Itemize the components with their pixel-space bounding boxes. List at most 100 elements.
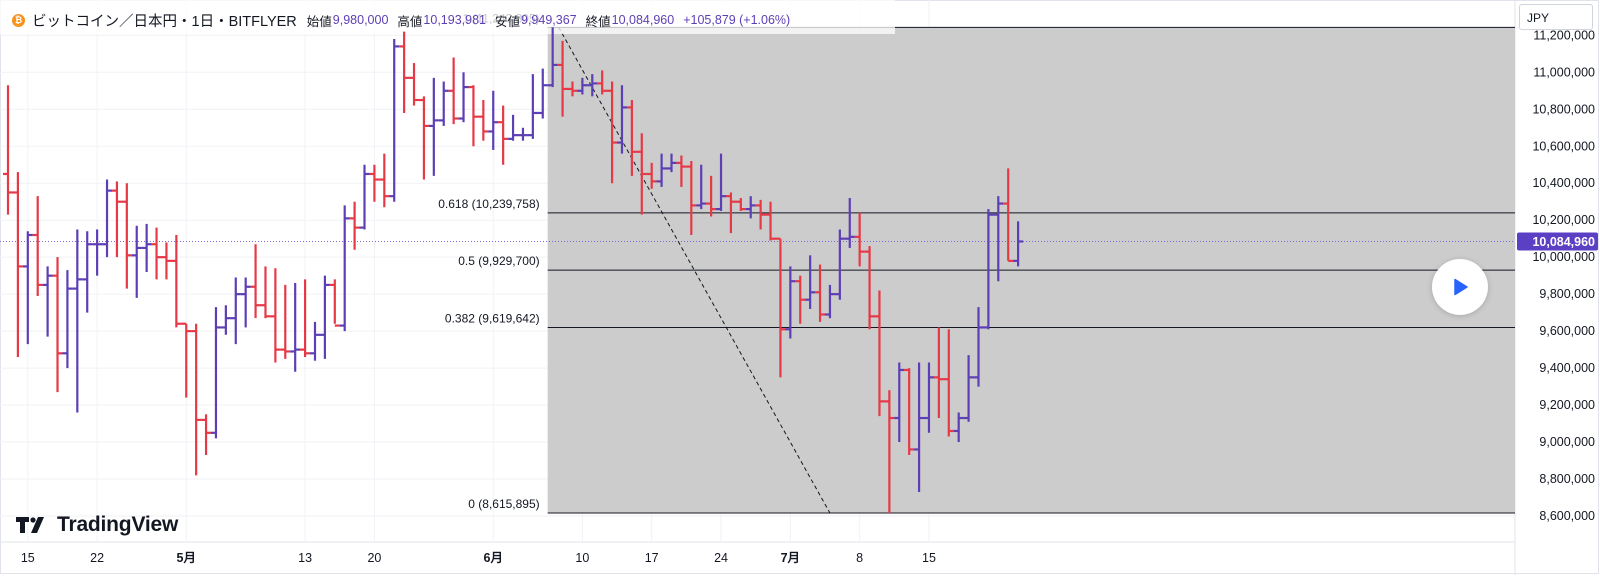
tradingview-logo-icon — [16, 517, 44, 533]
high-value: 10,193,981 — [423, 13, 486, 27]
ohlc-bar — [844, 198, 855, 248]
last-price-badge — [1517, 232, 1598, 251]
ohlc-bar — [418, 96, 429, 180]
ohlc-bar — [498, 105, 509, 165]
ohlc-bar — [616, 85, 627, 154]
ohlc-bar — [3, 85, 13, 215]
ohlc-bar — [359, 164, 370, 230]
legend-backdrop — [0, 0, 895, 34]
ohlc-bar — [220, 305, 231, 335]
ohlc-bar — [12, 172, 23, 358]
ohlc-bar — [181, 322, 192, 398]
y-tick-label: 8,600,000 — [1539, 509, 1595, 523]
ohlc-bar — [607, 81, 618, 184]
ohlc-bar — [22, 231, 33, 345]
ohlc-bar — [369, 164, 380, 202]
y-tick-label: 10,600,000 — [1532, 139, 1595, 153]
ohlc-bar — [478, 100, 489, 141]
ohlc-bar — [765, 201, 776, 241]
ohlc-bar — [805, 255, 816, 309]
ohlc-bar — [884, 390, 895, 514]
ohlc-bar — [577, 77, 588, 95]
fib-level-label: 0.618 (10,239,758) — [438, 197, 539, 211]
ohlc-bar — [52, 257, 63, 393]
x-tick-label: 13 — [298, 551, 312, 565]
ohlc-bar — [210, 307, 221, 439]
close-label: 終値 — [585, 14, 611, 29]
fib-level-label: 0 (8,615,895) — [468, 497, 539, 511]
x-tick-label: 20 — [367, 551, 381, 565]
ohlc-bar — [448, 57, 459, 125]
ohlc-bar — [914, 362, 925, 492]
y-tick-label: 10,200,000 — [1532, 213, 1595, 227]
low-label: 安値 — [494, 14, 520, 29]
symbol-title[interactable]: ビットコイン／日本円・1日・BITFLYER — [32, 13, 297, 30]
ohlc-bar — [943, 329, 954, 437]
bitcoin-icon: ₿ — [12, 13, 25, 27]
x-tick-label: 8 — [856, 551, 863, 565]
y-tick-label: 10,800,000 — [1532, 102, 1595, 116]
ohlc-bar — [973, 307, 984, 387]
y-tick-label: 10,400,000 — [1532, 176, 1595, 190]
ohlc-bar — [260, 266, 271, 319]
ohlc-bar — [557, 40, 568, 117]
y-tick-label: 9,200,000 — [1539, 398, 1595, 412]
ohlc-bar — [517, 127, 528, 141]
ohlc-bar — [290, 283, 301, 372]
ohlc-bar — [735, 198, 746, 211]
ohlc-bar — [547, 27, 558, 88]
y-tick-label: 11,000,000 — [1533, 65, 1595, 79]
ohlc-bar — [953, 412, 964, 443]
ohlc-bar — [904, 368, 915, 455]
x-tick-label: 10 — [575, 551, 589, 565]
ohlc-bar — [230, 277, 241, 345]
ohlc-bar — [824, 284, 835, 319]
ohlc-bar — [775, 237, 786, 378]
y-tick-label: 10,000,000 — [1532, 250, 1595, 264]
ohlc-bar — [309, 321, 320, 361]
ohlc-bar — [32, 196, 43, 296]
tradingview-logo[interactable]: TradingView — [16, 513, 178, 537]
ohlc-bar — [725, 192, 736, 234]
ohlc-bar — [329, 279, 340, 327]
ohlc-bar — [983, 209, 994, 330]
ohlc-bar — [864, 246, 875, 330]
x-tick-label: 5月 — [177, 551, 196, 565]
ohlc-bar — [111, 181, 122, 258]
ohlc-bar — [201, 414, 212, 455]
ohlc-bar — [785, 266, 796, 339]
y-tick-label: 9,800,000 — [1539, 287, 1595, 301]
ohlc-bar — [379, 153, 390, 208]
ohlc-bar — [488, 90, 499, 150]
ohlc-bar — [349, 201, 360, 250]
ohlc-bar — [1003, 168, 1014, 262]
ohlc-bar — [92, 229, 103, 276]
y-tick-label: 9,400,000 — [1539, 361, 1595, 375]
ohlc-bar — [963, 355, 974, 422]
ohlc-bar — [1013, 221, 1024, 267]
ohlc-bar — [706, 175, 717, 217]
ohlc-bar — [755, 199, 766, 230]
ohlc-bar — [161, 242, 172, 280]
ohlc-bar — [131, 225, 142, 298]
ohlc-bar — [82, 231, 93, 313]
x-tick-label: 22 — [90, 551, 104, 565]
ohlc-bar — [458, 72, 469, 123]
x-tick-label: 7月 — [781, 551, 800, 565]
x-tick-label: 6月 — [484, 551, 503, 565]
ohlc-bar — [250, 244, 261, 319]
symbol-legend: ₿ ビットコイン／日本円・1日・BITFLYER 始値 9,980,000 高値… — [12, 9, 790, 31]
ohlc-bar — [151, 227, 162, 280]
x-tick-label: 24 — [714, 551, 728, 565]
ohlc-bar — [587, 74, 598, 97]
y-tick-label: 11,200,000 — [1533, 28, 1595, 42]
ohlc-bar — [656, 153, 667, 187]
ohlc-bar — [696, 164, 707, 210]
ohlc-bar — [428, 77, 439, 176]
ohlc-bar — [468, 85, 479, 147]
ohlc-bar — [923, 362, 934, 433]
ohlc-bar — [121, 183, 132, 289]
currency-selector[interactable]: JPY — [1519, 4, 1593, 30]
play-button[interactable] — [1432, 259, 1488, 315]
